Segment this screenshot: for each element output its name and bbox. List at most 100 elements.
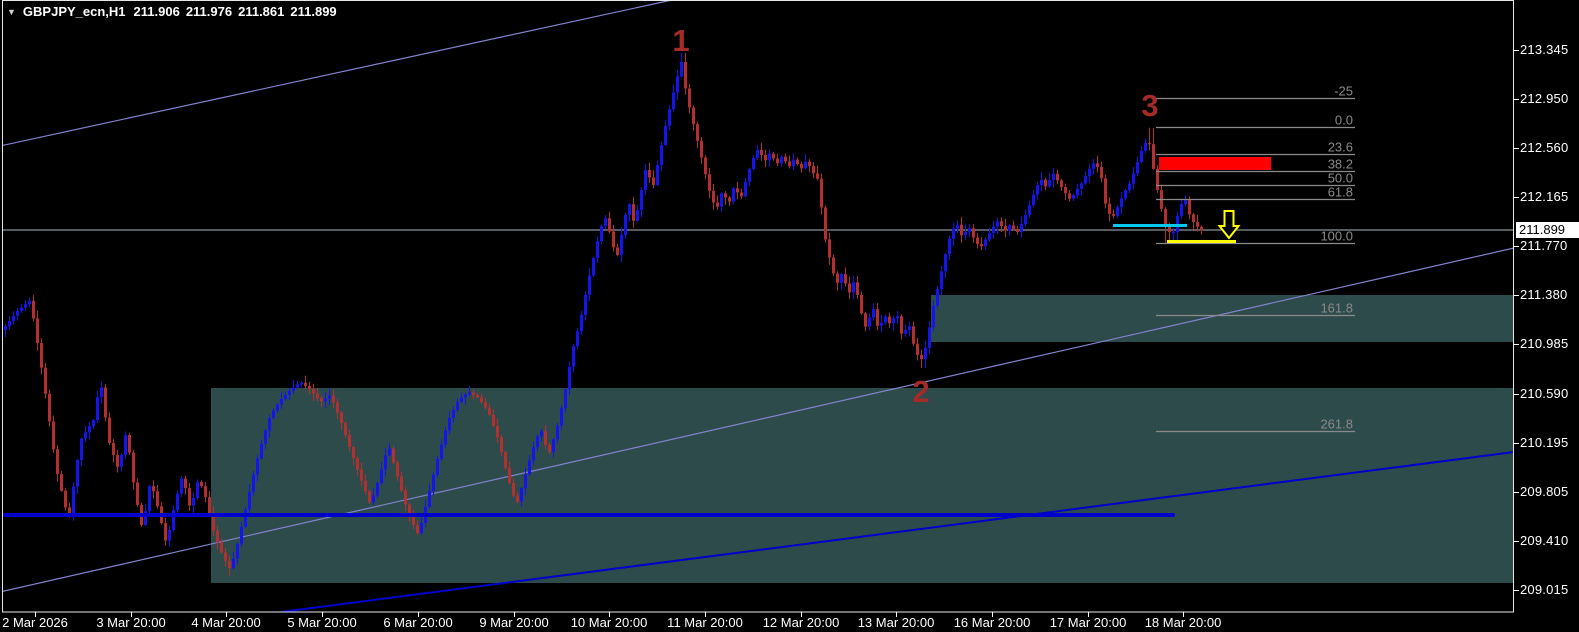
candle-body [912,326,915,344]
candle-body [256,458,259,475]
candle-body [444,430,447,445]
candle-body [104,387,107,418]
price-axis-label: 209.015 [1520,582,1569,597]
fib-level-label: 261.8 [1320,417,1353,432]
candle-body [688,88,691,108]
candle-body [312,389,315,394]
candle-body [748,168,751,182]
price-axis-label: 211.380 [1520,287,1568,302]
candle-body [1032,194,1035,206]
candle-body [1072,195,1075,199]
channel-upper-trendline[interactable] [0,0,673,147]
candle-body [476,394,479,398]
symbol-menu-icon[interactable]: ▼ [7,6,16,17]
candle-body [660,144,663,165]
candle-body [540,431,543,437]
candle-body [928,327,931,348]
wave-label-3[interactable]: 3 [1141,88,1158,123]
candle-body [972,228,975,238]
candle-body [852,282,855,293]
candle-body [272,410,275,419]
candle-body [324,398,327,402]
candle-body [836,273,839,283]
candle-body [708,174,711,191]
fib-level-label: 23.6 [1328,140,1353,155]
candle-body [952,228,955,239]
red-supply-box[interactable] [1159,157,1271,170]
fib-level-label: 50.0 [1328,171,1353,186]
candle-body [584,294,587,315]
candle-body [680,61,683,77]
candle-body [1188,199,1191,215]
price-axis[interactable]: 213.345 212.950 212.560 212.165 211.770 211.3… [1520,0,1579,612]
candle-body [576,331,579,347]
candle-body [344,423,347,435]
candle-body [1040,179,1043,186]
candle-body [964,231,967,236]
candle-body [220,542,223,553]
current-price-box: 211.899 [1516,222,1579,238]
candle-body [460,397,463,402]
candle-body [984,239,987,247]
time-axis[interactable]: 2 Mar 2026 3 Mar 20:00 4 Mar 20:00 5 Mar 20… [0,613,1579,632]
candle-body [168,529,171,541]
price-axis-label: 212.560 [1520,140,1569,155]
candle-body [1076,188,1079,196]
candle-body [208,497,211,514]
candle-body [1164,208,1167,225]
candle-body [900,316,903,334]
candle-body [508,467,511,484]
candle-body [804,161,807,169]
candle-body [704,157,707,175]
candle-body [268,418,271,431]
candle-body [544,431,547,445]
candle-body [8,320,11,327]
candle-body [760,149,763,155]
candle-body [800,163,803,169]
time-axis-label: 6 Mar 20:00 [383,615,453,630]
fib-expansion-zone-2[interactable] [931,295,1514,342]
candle-body [400,476,403,491]
rising-trendline[interactable] [280,451,1514,612]
channel-lower-trendline[interactable] [0,247,1514,593]
candle-body [348,434,351,447]
candle-body [1084,176,1087,184]
candle-body [216,530,219,543]
candle-body [1012,225,1015,229]
candle-body [1148,142,1151,145]
candle-body [392,448,395,463]
candle-body [1008,225,1011,231]
wave-label-1[interactable]: 1 [672,23,689,58]
candle-body [232,558,235,569]
candle-body [1060,180,1063,188]
candle-body [532,447,535,461]
fib-level-label: 100.0 [1320,229,1353,244]
candle-body [364,480,367,492]
candle-body [12,315,15,321]
candle-body [932,305,935,328]
wave-label-2[interactable]: 2 [912,374,929,409]
candle-body [960,224,963,236]
yellow-down-arrow[interactable] [1217,210,1241,240]
fib-expansion-zone-1[interactable] [211,388,1514,583]
candle-body [32,300,35,319]
candle-body [812,165,815,174]
time-axis-label: 17 Mar 20:00 [1049,615,1127,630]
candle-body [612,231,615,248]
candle-body [336,402,339,413]
candle-body [1092,163,1095,169]
candle-body [624,214,627,235]
candle-body [724,193,727,198]
candle-body [828,239,831,258]
candle-body [492,414,495,426]
candle-body [756,149,759,158]
candle-body [968,228,971,232]
candle-body [368,491,371,503]
time-axis-label: 13 Mar 20:00 [857,615,935,630]
candle-body [980,243,983,247]
candle-body [924,347,927,360]
candle-body [384,455,387,470]
candle-body [824,207,827,240]
candle-body [1048,180,1051,187]
